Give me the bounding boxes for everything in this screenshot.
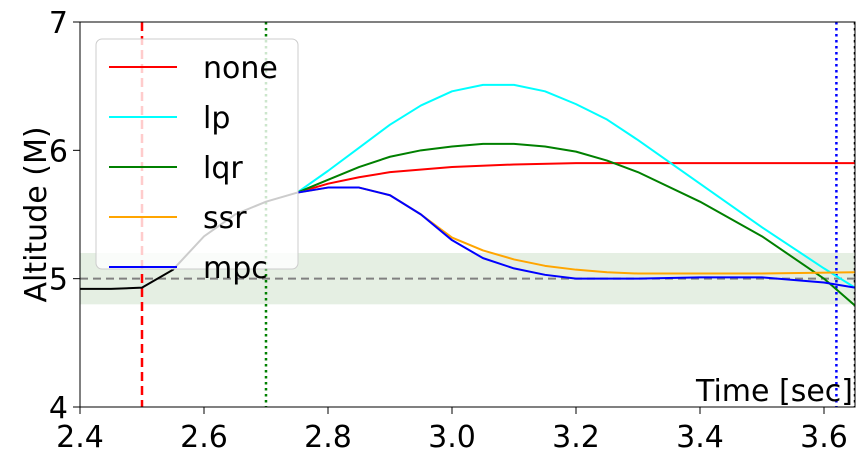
x-tick-label: 2.6 xyxy=(180,420,228,455)
y-tick-label: 7 xyxy=(49,6,68,41)
legend: none lp lqr ssr mpc xyxy=(95,38,299,286)
y-tick-label: 6 xyxy=(49,134,68,169)
y-tick-label: 4 xyxy=(49,391,68,426)
legend-box xyxy=(95,38,299,270)
legend-label-none: none xyxy=(203,51,278,86)
legend-label-ssr: ssr xyxy=(203,201,247,236)
series-line-mpc xyxy=(296,186,855,289)
axes: 2.4 2.6 2.8 3.0 3.2 3.4 3.6 4 5 6 7 xyxy=(49,6,848,455)
series-line-lp xyxy=(296,83,855,289)
legend-label-lp: lp xyxy=(203,101,230,136)
y-tick-label: 5 xyxy=(49,263,68,298)
x-tick-label: 3.0 xyxy=(428,420,476,455)
x-axis-title: Time [sec] xyxy=(695,374,853,409)
legend-label-lqr: lqr xyxy=(203,151,243,186)
series-line-lqr xyxy=(296,142,855,307)
y-axis-title: Altitude (M) xyxy=(19,126,54,302)
x-tick-label: 3.4 xyxy=(676,420,724,455)
plot-frame xyxy=(79,21,856,408)
x-tick-label: 2.4 xyxy=(56,420,104,455)
x-tick-label: 3.2 xyxy=(552,420,600,455)
x-tick-label: 3.6 xyxy=(800,420,848,455)
x-tick-label: 2.8 xyxy=(304,420,352,455)
series-line-none xyxy=(296,162,855,194)
legend-label-mpc: mpc xyxy=(203,251,268,286)
